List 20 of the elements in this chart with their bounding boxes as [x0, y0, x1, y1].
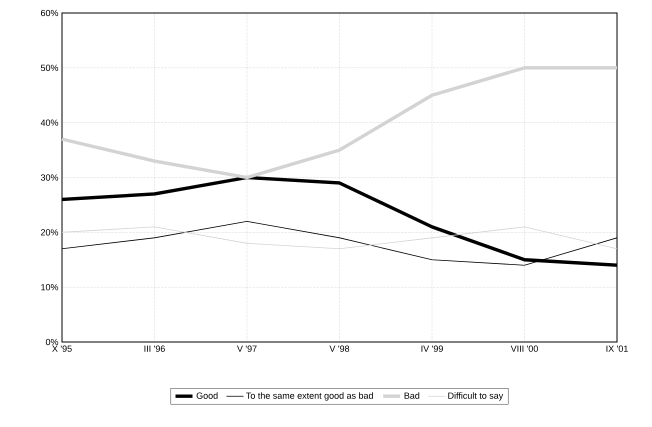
legend-label: Good — [196, 392, 218, 399]
y-tick-label: 60% — [40, 10, 58, 16]
x-tick-label: V '97 — [236, 346, 257, 352]
y-tick-label: 20% — [40, 229, 58, 236]
line-series — [60, 66, 619, 180]
y-tick-label: 30% — [40, 174, 58, 181]
x-tick-label: X '95 — [52, 346, 72, 352]
legend-label: Difficult to say — [448, 392, 504, 401]
line-series — [62, 226, 618, 250]
y-tick-label: 40% — [40, 119, 58, 126]
y-tick-label: 50% — [40, 64, 58, 72]
legend-label: To the same extent good as bad — [246, 392, 373, 401]
x-tick-label: VIII '00 — [510, 346, 538, 352]
x-tick-label: V '98 — [329, 346, 350, 352]
y-tick-label: 10% — [41, 284, 58, 290]
x-tick-label: III '96 — [144, 346, 165, 352]
x-tick-label: IX '01 — [606, 346, 628, 352]
legend-label: Bad — [404, 392, 420, 399]
x-tick-label: IV '99 — [422, 346, 443, 352]
y-tick-label: 0% — [46, 338, 58, 346]
